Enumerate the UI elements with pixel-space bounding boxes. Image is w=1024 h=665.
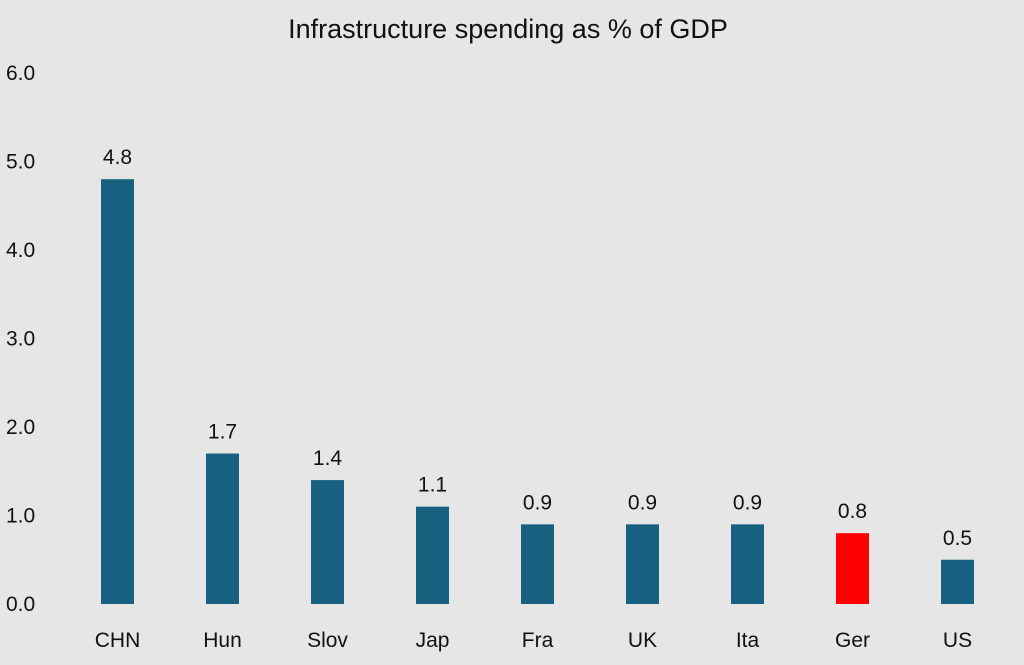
data-label: 0.5 [943,527,972,550]
bars [101,179,974,604]
y-tick-label: 3.0 [6,328,35,351]
x-axis: CHN Hun Slov Jap Fra UK Ita Ger US [95,629,972,652]
bar-jap [416,506,449,604]
bar-hun [206,453,239,604]
data-label: 0.8 [838,500,867,523]
x-tick-label: Ger [835,629,870,652]
bar-ger [836,533,869,604]
y-tick-label: 4.0 [6,239,35,262]
chart-title: Infrastructure spending as % of GDP [288,14,728,44]
y-tick-label: 5.0 [6,151,35,174]
x-tick-label: CHN [95,629,141,652]
bar-us [941,559,974,604]
data-labels: 4.8 1.7 1.4 1.1 0.9 0.9 0.9 0.8 0.5 [103,146,972,550]
data-label: 0.9 [628,491,657,514]
data-label: 1.4 [313,447,343,470]
data-label: 0.9 [733,491,762,514]
y-tick-label: 0.0 [6,593,35,616]
y-tick-label: 1.0 [6,505,35,528]
data-label: 0.9 [523,491,552,514]
y-tick-label: 6.0 [6,62,35,85]
bar-uk [626,524,659,604]
x-tick-label: US [943,629,972,652]
x-tick-label: Ita [736,629,760,652]
bar-ita [731,524,764,604]
data-label: 1.7 [208,421,237,444]
x-tick-label: Jap [416,629,450,652]
bar-fra [521,524,554,604]
x-tick-label: Hun [203,629,242,652]
x-tick-label: Slov [307,629,348,652]
data-label: 1.1 [418,474,447,497]
y-axis: 0.0 1.0 2.0 3.0 4.0 5.0 6.0 [6,62,35,616]
bar-chn [101,179,134,604]
bar-slov [311,480,344,604]
y-tick-label: 2.0 [6,416,35,439]
x-tick-label: UK [628,629,657,652]
data-label: 4.8 [103,146,132,169]
x-tick-label: Fra [522,629,554,652]
